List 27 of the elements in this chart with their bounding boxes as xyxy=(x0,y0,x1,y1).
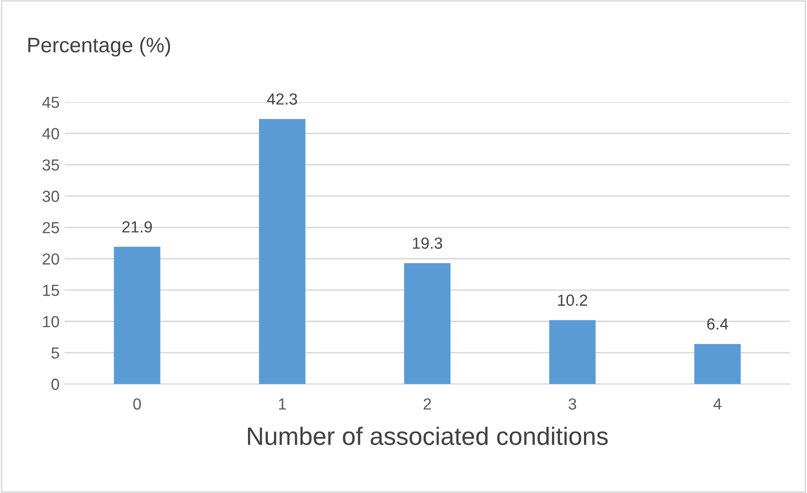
data-label: 10.2 xyxy=(558,294,588,306)
y-tick-label: 40 xyxy=(42,128,60,140)
x-tick-label: 2 xyxy=(424,398,431,410)
data-label: 42.3 xyxy=(267,93,298,105)
data-label: 21.9 xyxy=(122,221,152,233)
y-tick-label: 25 xyxy=(42,222,60,234)
data-label: 6.4 xyxy=(707,318,728,330)
bar xyxy=(694,344,741,384)
bar xyxy=(404,263,451,384)
x-tick-label: 0 xyxy=(133,398,141,410)
bar xyxy=(258,118,306,384)
y-tick-label: 0 xyxy=(51,378,60,390)
y-tick-label: 5 xyxy=(51,348,60,359)
y-tick-label: 45 xyxy=(42,96,60,108)
y-tick-label: 10 xyxy=(43,316,60,328)
x-tick-label: 3 xyxy=(568,398,576,410)
y-tick-label: 30 xyxy=(42,190,60,202)
y-axis-title: Percentage (%) xyxy=(28,37,170,57)
bar xyxy=(114,246,160,384)
bar xyxy=(549,320,596,384)
x-tick-label: 4 xyxy=(713,398,722,410)
x-tick-label: 1 xyxy=(278,398,286,410)
x-axis-title: Number of associated conditions xyxy=(248,426,608,446)
y-tick-label: 35 xyxy=(42,159,60,171)
data-label: 19.3 xyxy=(412,238,442,249)
y-tick-label: 20 xyxy=(42,253,60,265)
y-tick-label: 15 xyxy=(43,284,60,296)
